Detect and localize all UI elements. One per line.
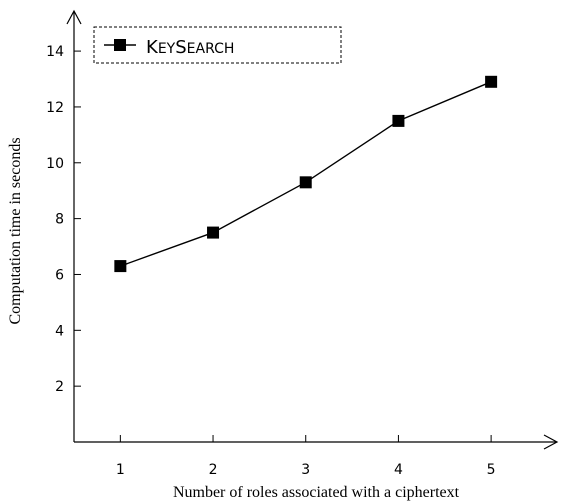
data-point xyxy=(207,226,220,239)
y-tick-label: 14 xyxy=(46,44,64,60)
x-tick-label: 1 xyxy=(116,462,125,478)
data-point xyxy=(485,75,498,88)
series-line xyxy=(120,81,492,267)
x-axis-arrow xyxy=(543,434,559,450)
y-ticks: 2 4 6 8 10 12 14 xyxy=(46,44,81,395)
y-axis-title: Computation time in seconds xyxy=(7,137,24,324)
legend: KEYSEARCH xyxy=(93,26,342,64)
data-point xyxy=(392,114,405,127)
y-axis-arrow xyxy=(66,9,82,25)
series-group xyxy=(114,75,498,273)
data-point xyxy=(299,176,312,189)
x-tick-label: 5 xyxy=(487,462,496,478)
legend-label: KEYSEARCH xyxy=(146,37,234,58)
y-tick-label: 2 xyxy=(55,379,64,395)
y-tick-label: 8 xyxy=(55,212,64,228)
y-tick-label: 10 xyxy=(46,156,64,172)
x-tick-label: 3 xyxy=(301,462,310,478)
data-point xyxy=(114,260,127,273)
y-tick-label: 4 xyxy=(55,323,64,339)
y-tick-label: 6 xyxy=(55,267,64,283)
y-tick-label: 12 xyxy=(46,100,64,116)
x-tick-label: 2 xyxy=(209,462,218,478)
x-ticks: 1 2 3 4 5 xyxy=(116,435,496,478)
x-tick-label: 4 xyxy=(394,462,403,478)
x-axis-title: Number of roles associated with a cipher… xyxy=(173,484,460,501)
legend-marker xyxy=(114,39,126,51)
